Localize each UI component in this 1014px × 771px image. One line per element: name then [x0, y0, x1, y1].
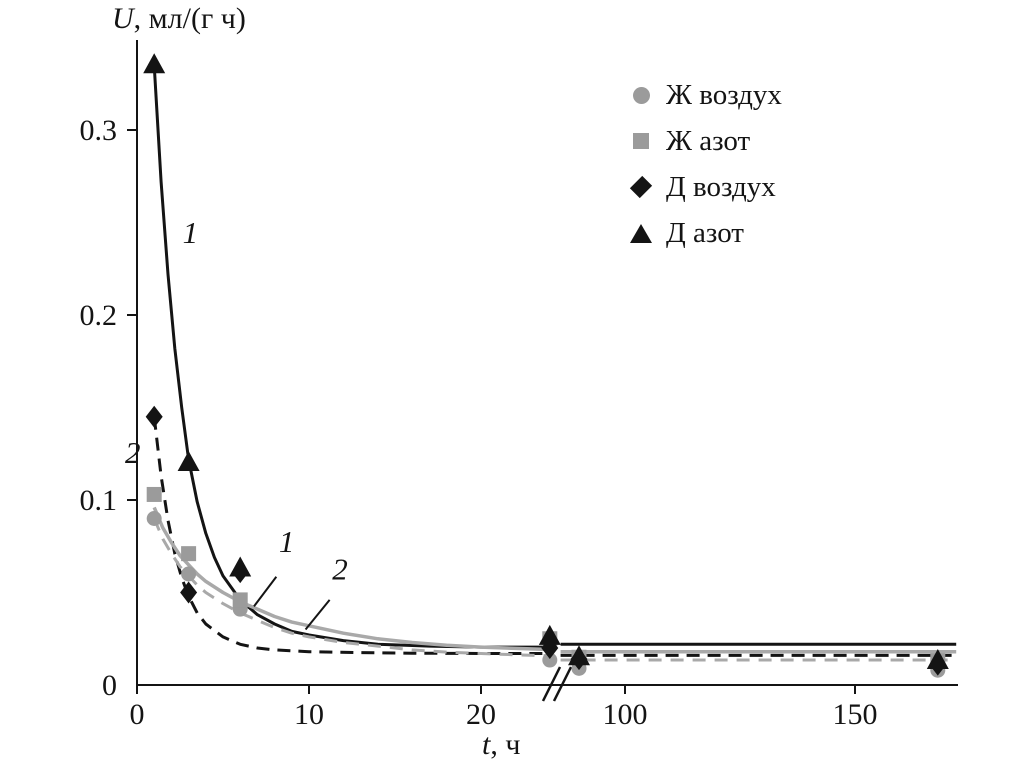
- legend-label: Д азот: [666, 216, 744, 249]
- legend-item-d-vozduh: Д воздух: [626, 164, 782, 210]
- y-tick-label: 0.3: [80, 114, 118, 147]
- curve-2-black-dashed: [152, 416, 957, 657]
- y-tick-label: 0: [102, 669, 117, 702]
- curve-number-label: 2: [332, 552, 348, 587]
- curve-1-black-solid: [152, 65, 957, 649]
- x-axis-title-units: , ч: [490, 728, 521, 761]
- axes: [136, 40, 958, 686]
- y-axis-ticks: 0 0.1 0.2 0.3: [80, 114, 137, 702]
- legend-label: Ж азот: [666, 124, 751, 157]
- x-tick-label: 10: [294, 698, 324, 731]
- axis-break-icon: [541, 666, 573, 702]
- y-tick-label: 0.2: [80, 299, 118, 332]
- x-tick-label: 20: [466, 698, 496, 731]
- legend-item-zh-vozduh: Ж воздух: [626, 72, 782, 118]
- x-tick-label: 150: [833, 698, 878, 731]
- x-axis-title-symbol: t: [482, 728, 491, 761]
- legend-label: Ж воздух: [666, 78, 782, 111]
- legend-item-d-azot: Д азот: [626, 210, 782, 256]
- triangle-marker-icon: [626, 223, 656, 243]
- circle-marker-icon: [626, 86, 656, 104]
- y-axis-title: U, мл/(г ч): [112, 2, 246, 36]
- diamond-marker-icon: [626, 175, 656, 199]
- x-axis-title: t, ч: [482, 728, 520, 762]
- annotation-leader-line: [253, 576, 278, 607]
- x-tick-label: 0: [130, 698, 145, 731]
- x-axis-ticks: 0 10 20 100 150: [130, 685, 878, 731]
- square-marker-icon: [626, 133, 656, 149]
- series-triangle: [143, 53, 949, 669]
- legend-item-zh-azot: Ж азот: [626, 118, 782, 164]
- curve-number-label: 1: [183, 215, 199, 250]
- annotation-leader-line: [304, 599, 331, 631]
- curve-number-label: 2: [125, 435, 141, 470]
- y-axis-title-symbol: U: [112, 2, 134, 35]
- curve-2-gray-dashed: [152, 517, 957, 662]
- curve-number-label: 1: [279, 524, 295, 559]
- legend: Ж воздух Ж азот Д воздух Д азот: [626, 72, 782, 256]
- legend-label: Д воздух: [666, 170, 776, 203]
- y-axis-title-units: , мл/(г ч): [133, 2, 246, 35]
- x-tick-label: 100: [603, 698, 648, 731]
- y-tick-label: 0.1: [80, 484, 118, 517]
